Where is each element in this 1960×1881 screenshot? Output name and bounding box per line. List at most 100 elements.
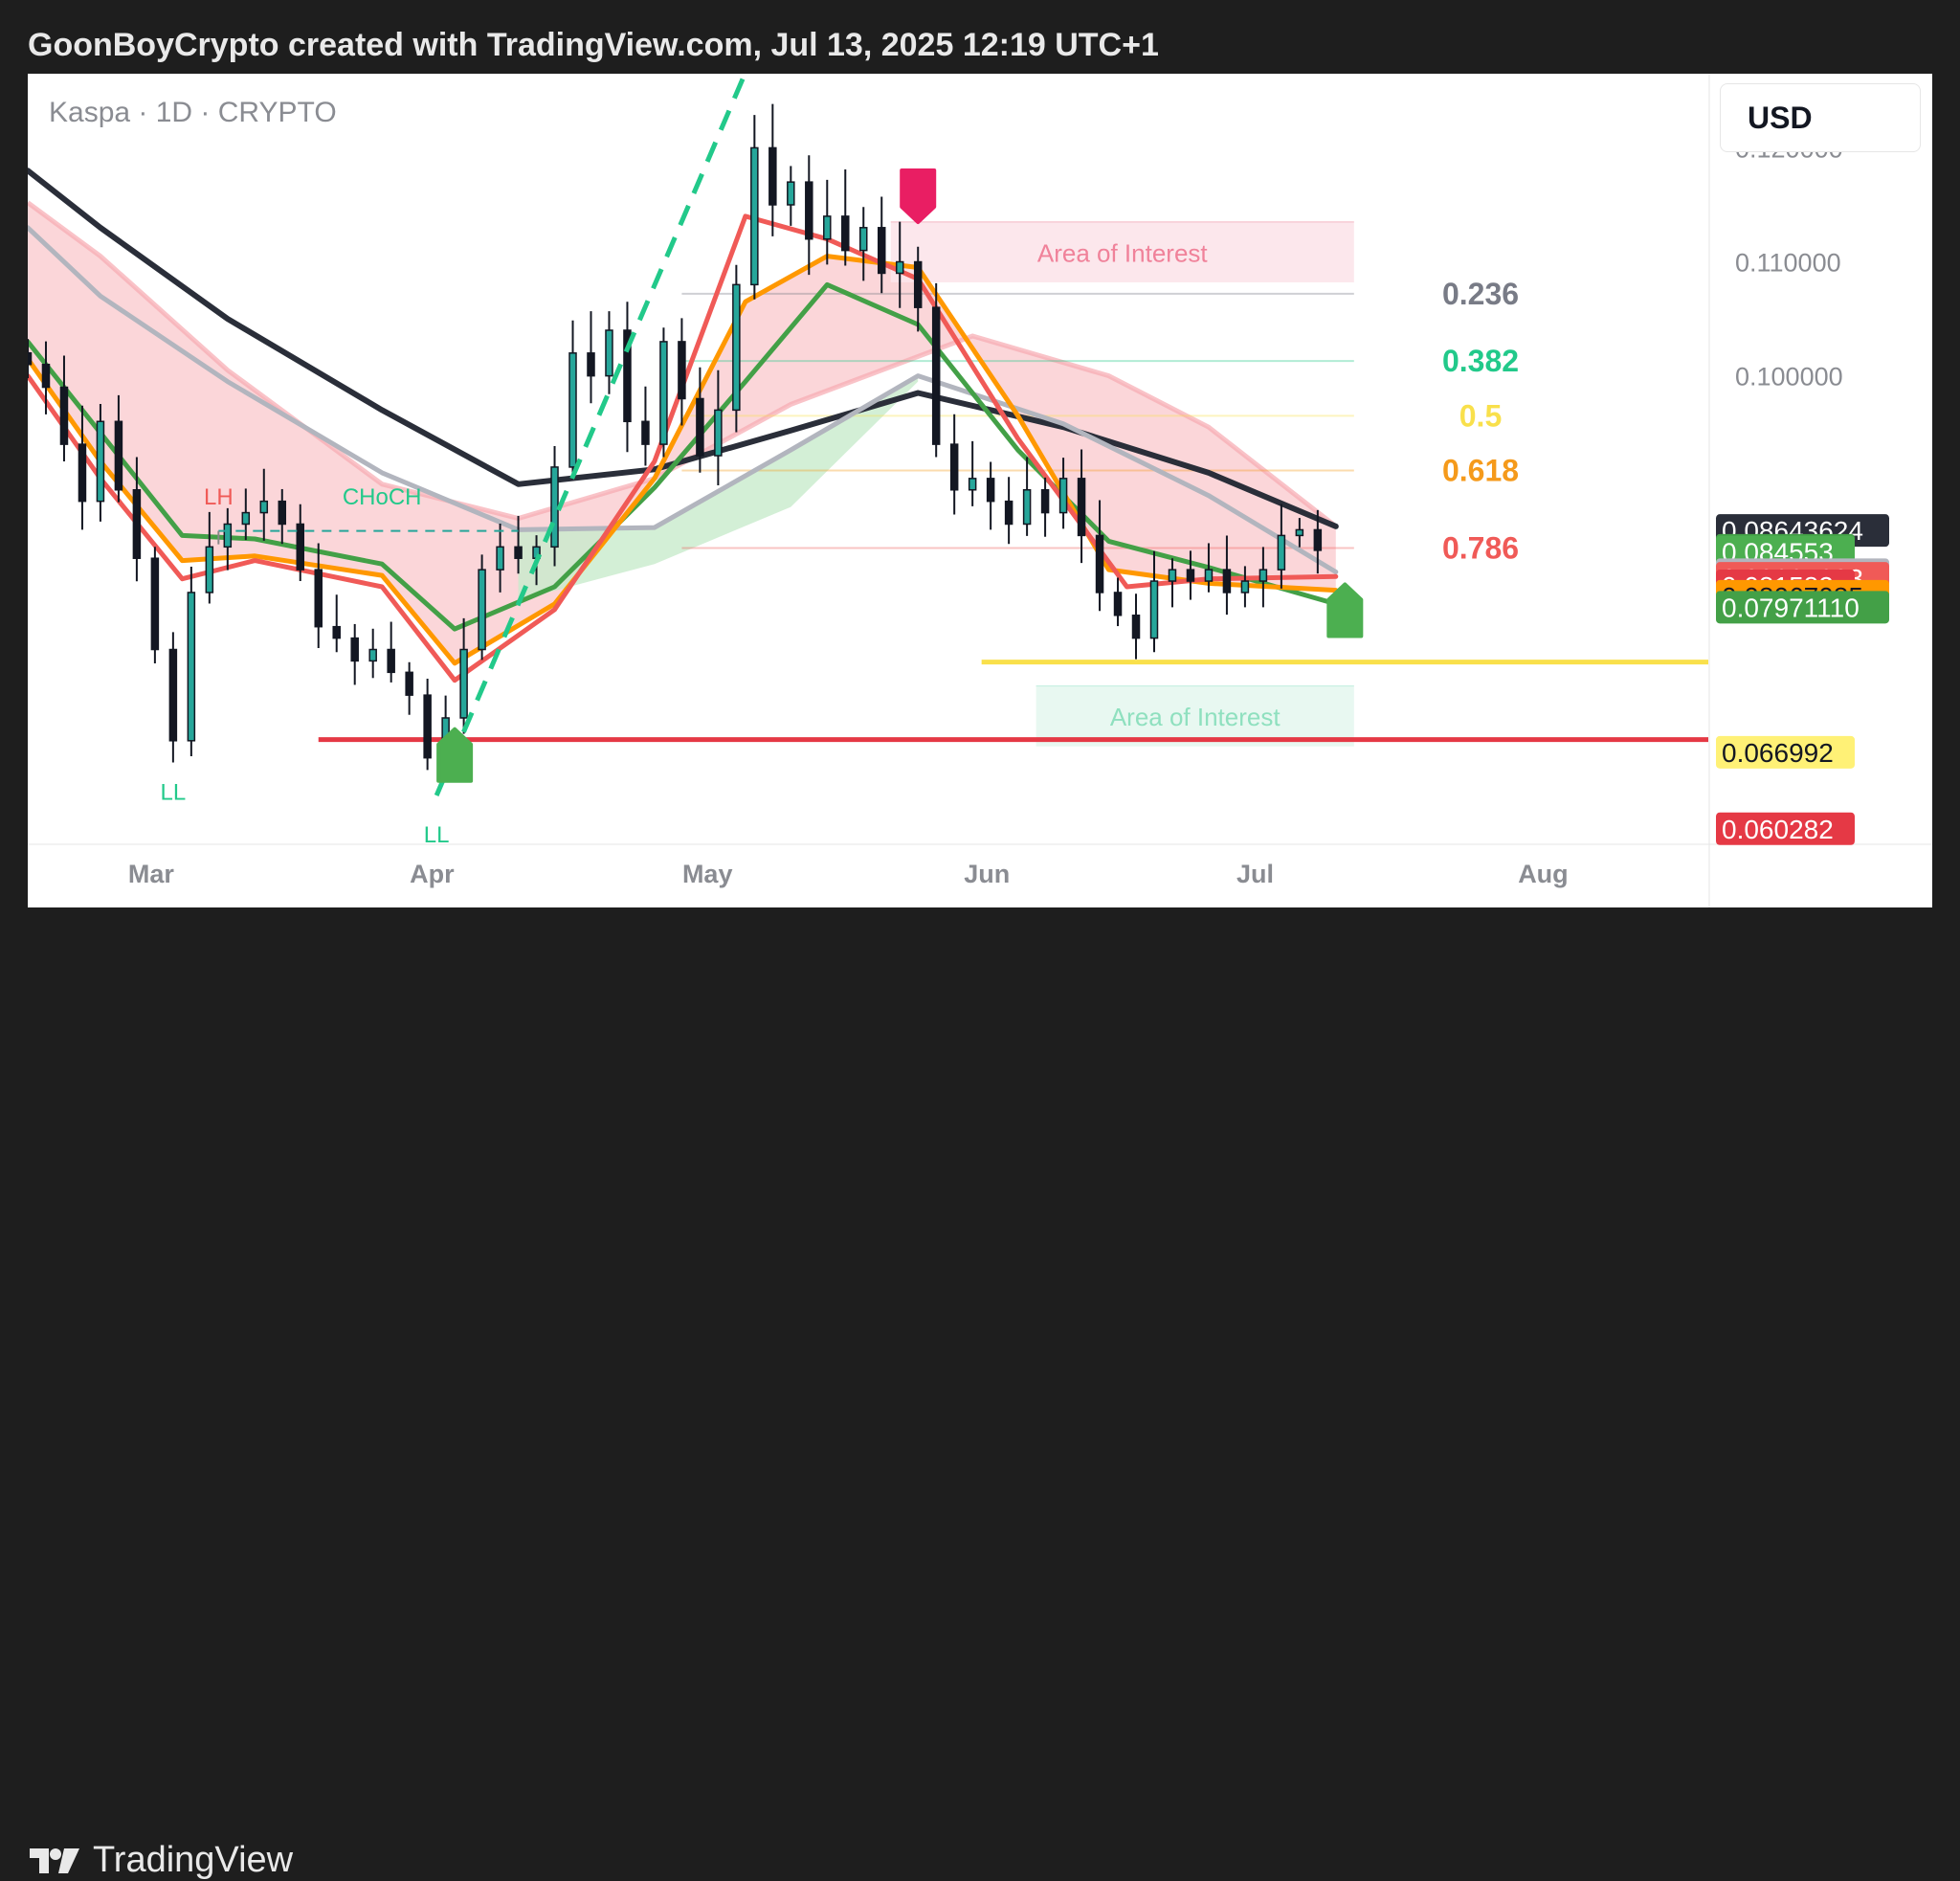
candle bbox=[423, 679, 432, 771]
candle-body bbox=[1186, 569, 1195, 582]
candle-body bbox=[368, 648, 377, 662]
candle bbox=[78, 405, 87, 530]
candle-body bbox=[78, 443, 87, 503]
buy-signal-icon bbox=[436, 727, 474, 783]
ma-line-ma200 bbox=[28, 168, 1339, 529]
zone-2-label: Area of Interest bbox=[1110, 703, 1281, 731]
price-tag-10: 0.060282 bbox=[1716, 812, 1855, 845]
candle-body bbox=[168, 648, 178, 742]
candle-body bbox=[96, 420, 105, 503]
candle bbox=[1258, 547, 1268, 608]
annotation-ll-4: LL bbox=[424, 822, 450, 848]
candle bbox=[368, 628, 377, 679]
candle-body bbox=[877, 227, 886, 275]
zone-2 bbox=[1036, 685, 1354, 747]
candle-body bbox=[659, 341, 668, 445]
candle bbox=[623, 302, 632, 453]
candle bbox=[823, 179, 832, 265]
candle-body bbox=[205, 546, 214, 593]
x-tick-label-mar: Mar bbox=[128, 860, 175, 888]
candle bbox=[1022, 457, 1032, 536]
zone-1 bbox=[890, 221, 1354, 282]
candle bbox=[59, 355, 69, 462]
price-tag-bg bbox=[1716, 812, 1855, 845]
candle bbox=[877, 196, 886, 294]
candle-body bbox=[678, 341, 686, 400]
currency-selector[interactable]: USD bbox=[1720, 83, 1921, 152]
sell-signal-icon bbox=[900, 168, 937, 225]
fib-label-1: 0.236 bbox=[1442, 277, 1519, 311]
candle-body bbox=[241, 511, 251, 526]
candle bbox=[587, 311, 595, 404]
candle bbox=[205, 511, 214, 604]
candle-body bbox=[1131, 615, 1141, 639]
ribbon-band bbox=[28, 202, 1336, 663]
candle bbox=[696, 367, 704, 473]
candle-body bbox=[1095, 534, 1104, 593]
candle bbox=[1222, 535, 1232, 616]
candle-body bbox=[714, 409, 723, 457]
candle-body bbox=[895, 260, 904, 275]
tradingview-brand[interactable]: TradingView bbox=[28, 1840, 293, 1881]
candle bbox=[659, 327, 668, 458]
candle-body bbox=[514, 546, 523, 559]
candle bbox=[787, 166, 795, 226]
candle bbox=[187, 566, 196, 756]
candle-body bbox=[150, 557, 160, 651]
candle bbox=[1058, 458, 1068, 529]
candle-body bbox=[859, 227, 868, 252]
candle-body bbox=[296, 523, 305, 571]
currency-label: USD bbox=[1748, 100, 1813, 135]
ribbon-band-bull bbox=[518, 375, 919, 601]
chart-card[interactable]: Area of Interest Area of Interest LH CHoCH L… bbox=[28, 74, 1932, 907]
candle-body bbox=[787, 181, 795, 206]
candle bbox=[1095, 500, 1104, 612]
candle-body bbox=[496, 546, 504, 571]
fib-label-4: 0.618 bbox=[1442, 454, 1519, 488]
candle bbox=[732, 264, 741, 433]
annotation-lh-1: LH bbox=[204, 484, 234, 510]
candle-body bbox=[387, 648, 395, 674]
candle-body bbox=[1077, 478, 1086, 537]
candle bbox=[1131, 593, 1141, 660]
candle bbox=[1277, 504, 1286, 589]
fib-label-3: 0.5 bbox=[1459, 398, 1502, 433]
candle bbox=[841, 169, 850, 266]
candle-body bbox=[350, 637, 359, 662]
candle-body bbox=[1004, 500, 1013, 526]
price-tag-bg bbox=[1716, 735, 1855, 769]
candle bbox=[1113, 577, 1123, 627]
candle-body bbox=[568, 352, 577, 468]
price-tag-bg bbox=[1716, 591, 1889, 624]
candle bbox=[259, 468, 269, 541]
x-tick-label-jun: Jun bbox=[964, 860, 1010, 888]
x-tick-label-apr: Apr bbox=[410, 860, 455, 888]
candle bbox=[968, 440, 977, 506]
price-chart[interactable]: Area of Interest Area of Interest LH CHoCH L… bbox=[28, 74, 1932, 907]
candle-body bbox=[1295, 528, 1304, 537]
y-tick-label-3: 0.100000 bbox=[1735, 363, 1843, 392]
tradingview-logo-icon bbox=[30, 1847, 79, 1873]
candle-body bbox=[332, 625, 341, 639]
buy-signal-icon bbox=[1326, 582, 1364, 638]
candle bbox=[296, 504, 305, 581]
candle bbox=[496, 524, 504, 593]
candle bbox=[514, 515, 523, 574]
bottom-bar: TradingView bbox=[0, 907, 1960, 1880]
candle bbox=[949, 414, 959, 515]
candle-body bbox=[1149, 580, 1159, 639]
candle-body bbox=[605, 329, 613, 377]
y-tick-label-2: 0.110000 bbox=[1735, 249, 1841, 278]
candle bbox=[859, 207, 868, 281]
candle bbox=[895, 221, 904, 308]
candle bbox=[1240, 566, 1250, 608]
x-tick-label-aug: Aug bbox=[1518, 860, 1568, 888]
top-bar: GoonBoyCrypto created with TradingView.c… bbox=[0, 0, 1960, 73]
candle-body bbox=[949, 443, 959, 491]
chart-caption: GoonBoyCrypto created with TradingView.c… bbox=[28, 27, 1159, 63]
price-tag-8: 0.07971110 bbox=[1716, 591, 1889, 624]
candle-body bbox=[1168, 569, 1177, 582]
candle bbox=[314, 543, 323, 648]
candle bbox=[405, 661, 413, 715]
candle bbox=[750, 115, 759, 300]
